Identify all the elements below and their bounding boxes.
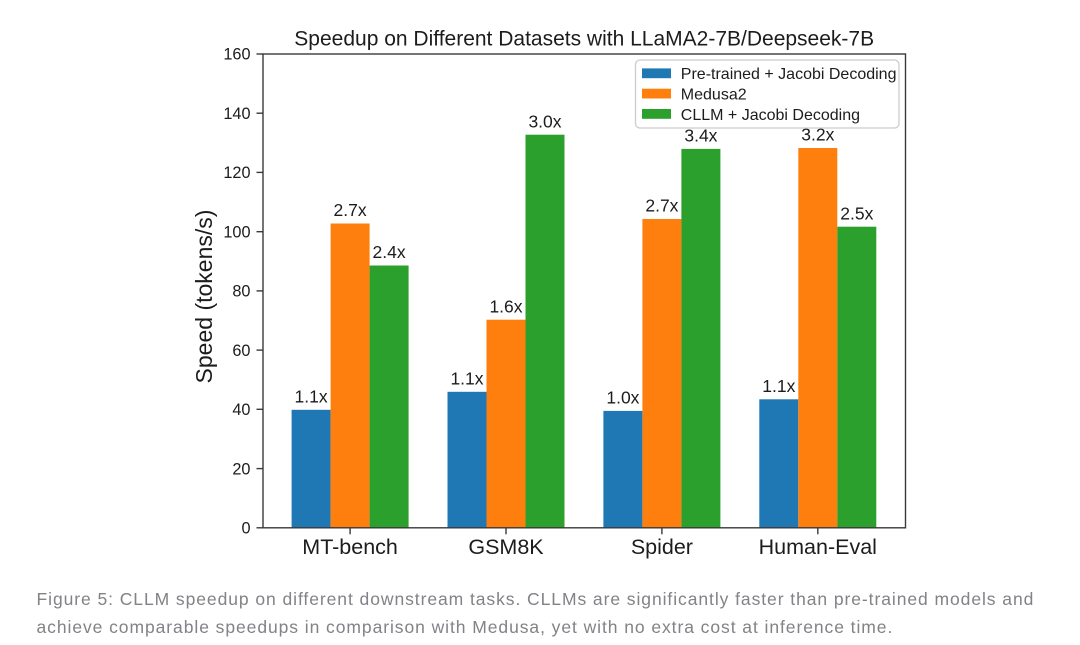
svg-text:Speed (tokens/s): Speed (tokens/s) <box>191 210 217 384</box>
svg-text:Speedup on Different Datasets: Speedup on Different Datasets with LLaMA… <box>294 27 874 50</box>
svg-text:60: 60 <box>232 342 250 360</box>
svg-text:GSM8K: GSM8K <box>468 535 544 559</box>
svg-text:MT-bench: MT-bench <box>302 535 398 559</box>
svg-text:Pre-trained + Jacobi Decoding: Pre-trained + Jacobi Decoding <box>681 66 897 83</box>
svg-text:1.6x: 1.6x <box>489 296 522 316</box>
svg-text:1.1x: 1.1x <box>295 387 328 407</box>
svg-text:2.5x: 2.5x <box>840 203 873 223</box>
svg-text:1.1x: 1.1x <box>762 376 795 396</box>
svg-text:Spider: Spider <box>631 535 693 559</box>
svg-text:1.1x: 1.1x <box>450 369 483 389</box>
svg-text:1.0x: 1.0x <box>606 388 639 408</box>
svg-text:Medusa2: Medusa2 <box>681 87 747 104</box>
svg-text:80: 80 <box>232 283 250 301</box>
svg-text:Human-Eval: Human-Eval <box>759 535 877 559</box>
svg-text:40: 40 <box>232 401 250 419</box>
svg-text:CLLM + Jacobi Decoding: CLLM + Jacobi Decoding <box>681 107 860 124</box>
svg-text:3.2x: 3.2x <box>801 125 834 145</box>
svg-text:140: 140 <box>223 105 250 123</box>
svg-text:20: 20 <box>232 460 250 478</box>
svg-text:2.7x: 2.7x <box>334 200 367 220</box>
svg-text:3.0x: 3.0x <box>528 111 561 131</box>
svg-text:120: 120 <box>223 164 250 182</box>
svg-text:0: 0 <box>241 520 250 538</box>
svg-text:160: 160 <box>223 46 250 64</box>
svg-text:3.4x: 3.4x <box>684 126 717 146</box>
svg-text:100: 100 <box>223 223 250 241</box>
svg-text:2.7x: 2.7x <box>645 196 678 216</box>
svg-text:2.4x: 2.4x <box>373 242 406 262</box>
